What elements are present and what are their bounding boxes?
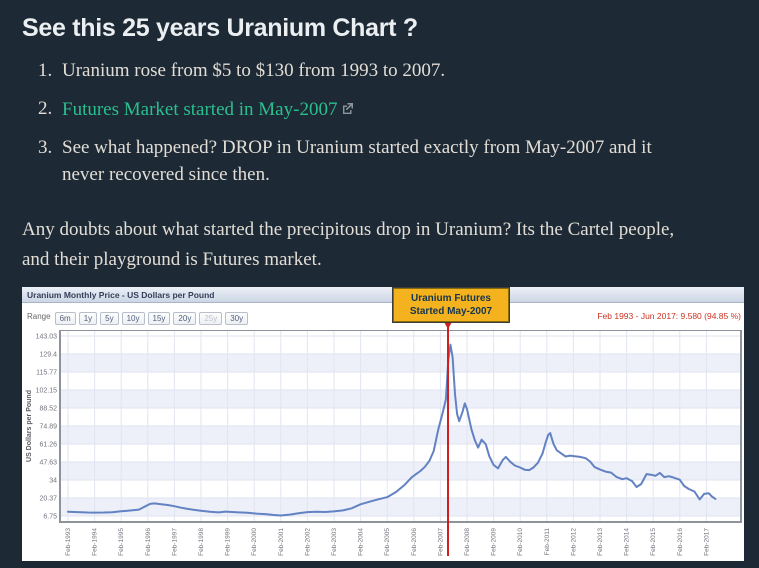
svg-text:Feb-1995: Feb-1995 <box>118 528 125 556</box>
svg-text:Feb-2000: Feb-2000 <box>251 528 258 556</box>
svg-text:102.15: 102.15 <box>36 387 58 394</box>
svg-text:Feb-2004: Feb-2004 <box>358 528 365 556</box>
range-button-5y[interactable]: 5y <box>100 311 119 325</box>
annotation-callout: Uranium Futures Started May-2007 <box>393 288 509 322</box>
svg-text:34: 34 <box>49 478 57 485</box>
svg-text:47.63: 47.63 <box>39 460 57 467</box>
list-item: 1. Uranium rose from $5 to $130 from 199… <box>38 58 739 85</box>
svg-text:Feb-2014: Feb-2014 <box>624 528 631 556</box>
svg-text:Feb-2007: Feb-2007 <box>437 528 444 556</box>
svg-text:US Dollars per Pound: US Dollars per Pound <box>26 390 33 462</box>
svg-text:129.4: 129.4 <box>39 352 57 359</box>
svg-text:Feb-2012: Feb-2012 <box>570 528 577 556</box>
chart-toolbar: Range 6m 1y 5y 10y 15y 20y 25y 30y Feb 1993 - J… <box>22 303 744 330</box>
range-button-10y[interactable]: 10y <box>121 311 145 325</box>
commentary-paragraph: Any doubts about what started the precip… <box>22 218 675 271</box>
uranium-chart-image[interactable]: Uranium Monthly Price - US Dollars per P… <box>22 287 744 561</box>
svg-text:Feb-2015: Feb-2015 <box>650 528 657 556</box>
svg-text:115.77: 115.77 <box>36 370 57 377</box>
svg-text:Feb-2011: Feb-2011 <box>544 528 551 556</box>
svg-text:Feb-1994: Feb-1994 <box>92 528 99 556</box>
range-button-20y[interactable]: 20y <box>173 311 197 325</box>
list-number: 2. <box>38 97 53 119</box>
list-item: 3. See what happened? DROP in Uranium st… <box>38 135 739 189</box>
list-number: 1. <box>38 60 53 81</box>
range-button-25y: 25y <box>199 311 223 325</box>
range-button-6m[interactable]: 6m <box>54 311 76 325</box>
svg-text:Feb-2016: Feb-2016 <box>677 528 684 556</box>
annotation-line1: Uranium Futures <box>410 293 491 304</box>
svg-text:Feb-1993: Feb-1993 <box>65 528 72 556</box>
annotation-line2: Started May-2007 <box>409 306 493 317</box>
range-button-30y[interactable]: 30y <box>225 311 249 325</box>
svg-text:Feb-2005: Feb-2005 <box>384 528 391 556</box>
range-label: Range <box>27 312 51 321</box>
svg-text:61.26: 61.26 <box>39 442 57 449</box>
svg-text:6.75: 6.75 <box>43 514 57 521</box>
range-button-group: 6m 1y 5y 10y 15y 20y 25y 30y <box>54 308 252 326</box>
svg-text:Feb-2001: Feb-2001 <box>278 528 285 556</box>
chart-plot-svg: 143.03 129.4 115.77 102.15 88.52 74.89 61.26 47… <box>26 330 742 556</box>
svg-text:Feb-2010: Feb-2010 <box>517 528 524 556</box>
period-summary: Feb 1993 - Jun 2017: 9.580 (94.85 %) <box>597 311 741 321</box>
svg-text:Feb-2006: Feb-2006 <box>411 528 418 556</box>
list-item-text: Futures Market started in May-2007 <box>62 96 354 124</box>
chart-title: Uranium Monthly Price - US Dollars per P… <box>22 287 744 303</box>
numbered-list: 1. Uranium rose from $5 to $130 from 199… <box>38 58 739 189</box>
svg-text:74.89: 74.89 <box>39 424 57 431</box>
range-button-1y[interactable]: 1y <box>78 311 98 325</box>
list-number: 3. <box>38 136 53 158</box>
may-2007-marker-line <box>447 322 449 556</box>
svg-text:Feb-1996: Feb-1996 <box>145 528 152 556</box>
list-item: 2. Futures Market started in May-2007 <box>38 96 739 124</box>
svg-text:Feb-2013: Feb-2013 <box>597 528 604 556</box>
svg-text:Feb-1998: Feb-1998 <box>198 528 205 556</box>
list-item-text: Uranium rose from $5 to $130 from 1993 t… <box>62 60 446 81</box>
svg-text:Feb-2008: Feb-2008 <box>464 528 471 556</box>
post-content: See this 25 years Uranium Chart ? 1. Ura… <box>0 0 759 276</box>
svg-text:20.37: 20.37 <box>39 496 57 503</box>
svg-text:Feb-1999: Feb-1999 <box>225 528 232 556</box>
svg-text:Feb-2017: Feb-2017 <box>703 528 710 556</box>
svg-text:Feb-2002: Feb-2002 <box>304 528 311 556</box>
list-item-text: See what happened? DROP in Uranium start… <box>62 136 652 185</box>
svg-text:88.52: 88.52 <box>39 405 57 412</box>
page-title: See this 25 years Uranium Chart ? <box>22 14 418 42</box>
svg-text:Feb-2003: Feb-2003 <box>331 528 338 556</box>
futures-market-link[interactable]: Futures Market started in May-2007 <box>62 98 338 120</box>
svg-text:Feb-1997: Feb-1997 <box>171 528 178 556</box>
svg-text:Feb-2009: Feb-2009 <box>491 528 498 556</box>
range-button-15y[interactable]: 15y <box>147 311 171 325</box>
svg-text:143.03: 143.03 <box>36 334 58 341</box>
external-link-icon <box>342 96 354 123</box>
